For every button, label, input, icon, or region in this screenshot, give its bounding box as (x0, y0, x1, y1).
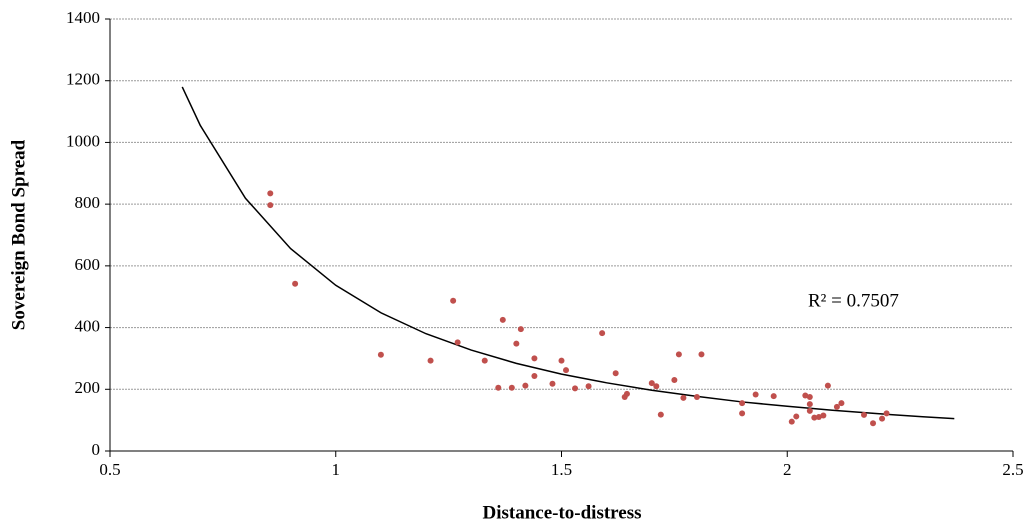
x-axis-title: Distance-to-distress (482, 502, 641, 523)
scatter-point (599, 330, 606, 337)
scatter-point (693, 394, 700, 400)
y-tick-label: 600 (75, 255, 101, 274)
scatter-point (838, 400, 845, 407)
scatter-point (820, 412, 827, 419)
scatter-point (815, 414, 822, 421)
scatter-point (788, 418, 795, 425)
scatter-point (531, 355, 538, 362)
scatter-point (531, 373, 538, 380)
scatter-point (648, 380, 655, 387)
scatter-point (739, 400, 746, 407)
scatter-point (833, 403, 840, 410)
scatter-point (267, 202, 274, 209)
scatter-point (508, 384, 515, 391)
scatter-point (563, 367, 570, 374)
y-tick-label: 1200 (66, 70, 100, 89)
y-axis-title: Sovereign Bond Spread (8, 139, 29, 330)
scatter-point (752, 391, 759, 398)
scatter-point (671, 377, 678, 384)
x-tick-label: 2.5 (1002, 460, 1023, 479)
scatter-point (522, 382, 529, 389)
x-tick-label: 1.5 (551, 460, 572, 479)
scatter-point (267, 190, 274, 197)
y-tick-label: 800 (75, 193, 101, 212)
scatter-point (427, 357, 434, 364)
scatter-point (572, 385, 579, 392)
scatter-point (657, 411, 664, 418)
scatter-point (806, 401, 813, 408)
y-tick-label: 400 (75, 316, 101, 335)
y-tick-label: 1000 (66, 131, 100, 150)
x-tick-label: 0.5 (99, 460, 120, 479)
y-tick-label: 200 (75, 378, 101, 397)
trendline (181, 86, 955, 420)
scatter-point (499, 316, 506, 323)
scatter-point (653, 383, 660, 390)
scatter-point (454, 339, 461, 346)
scatter-point (612, 370, 619, 377)
r-squared-annotation: R² = 0.7507 (808, 290, 899, 311)
scatter-point (495, 384, 502, 391)
scatter-point (675, 351, 682, 358)
scatter-point (585, 383, 592, 390)
y-tick-label: 0 (92, 440, 101, 459)
scatter-point (513, 340, 520, 347)
x-tick-label: 1 (332, 460, 341, 479)
scatter-point (698, 351, 705, 358)
scatter-point (739, 410, 746, 417)
scatter-point (292, 280, 299, 287)
scatter-point (883, 410, 890, 417)
scatter-point (793, 413, 800, 420)
scatter-point (802, 392, 809, 399)
y-tick-label: 1400 (66, 8, 100, 27)
scatter-point (623, 390, 630, 397)
scatter-point (806, 407, 813, 414)
scatter-point (377, 351, 384, 358)
scatter-point (770, 393, 777, 400)
scatter-point (824, 382, 831, 389)
scatter-point (870, 420, 877, 427)
scatter-point (549, 380, 556, 387)
scatter-point (450, 297, 457, 304)
scatter-point (481, 357, 488, 364)
scatter-point (558, 357, 565, 364)
x-tick-label: 2 (783, 460, 792, 479)
scatter-point (517, 326, 524, 333)
scatter-point (879, 415, 886, 422)
scatter-point (680, 394, 687, 401)
scatter-point (861, 411, 868, 418)
scatter-point (811, 414, 818, 421)
scatter-point (806, 394, 813, 400)
